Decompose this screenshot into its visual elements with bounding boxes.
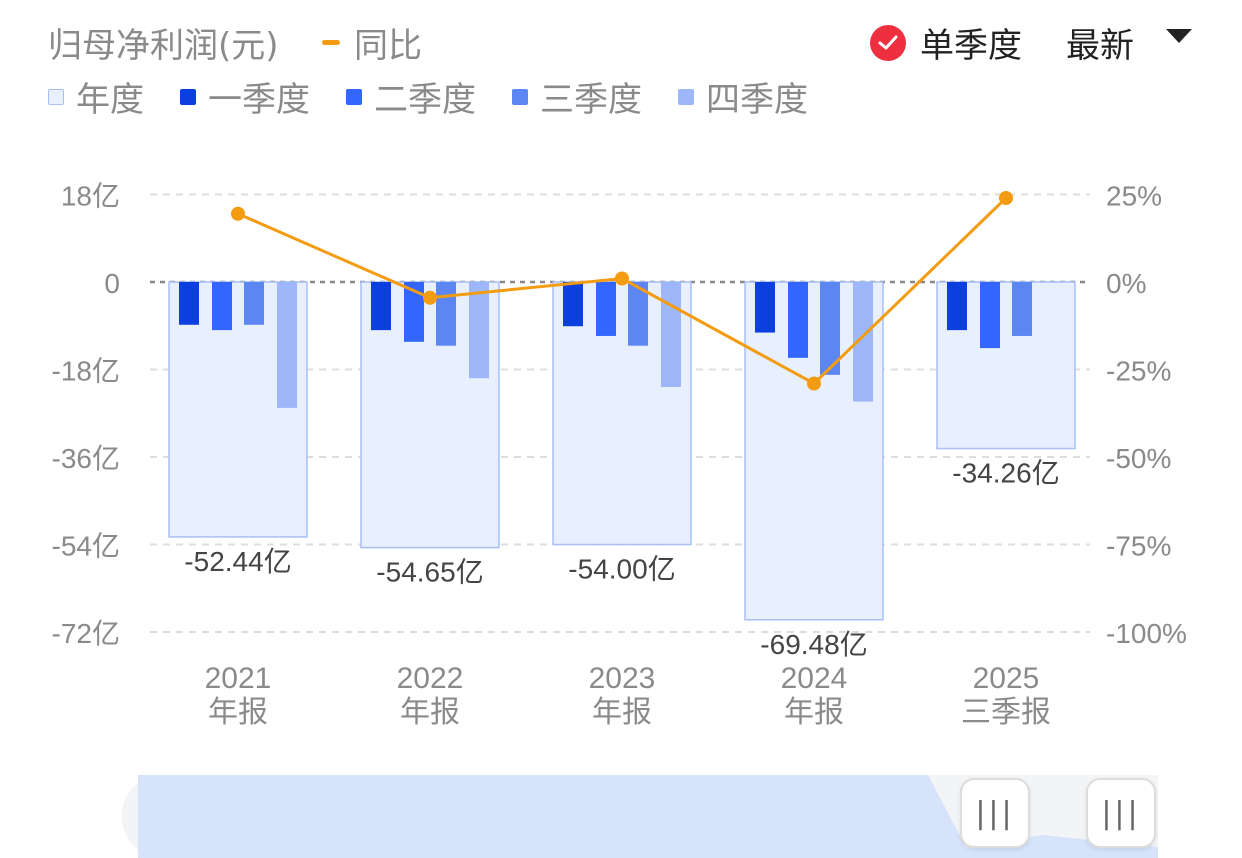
check-icon (870, 24, 906, 61)
y-left-tick-label: -18亿 (52, 356, 120, 387)
quarter-bar-q2 (212, 282, 232, 331)
quarter-bar-q1 (179, 282, 199, 325)
quarter-bar-q3 (1012, 282, 1032, 336)
legend-item-annual[interactable]: 年度 (48, 72, 144, 121)
legend-label: 三季度 (540, 80, 642, 120)
x-tick-period: 年报 (784, 695, 844, 730)
single-quarter-toggle[interactable]: 单季度 (870, 18, 1022, 67)
legend-swatch-q1 (180, 88, 196, 105)
quarter-bar-q3 (628, 282, 648, 346)
chart-title: 归母净利润(元) (48, 26, 279, 66)
y-right-tick-label: 25% (1106, 181, 1162, 212)
x-tick-year: 2021 (205, 662, 272, 695)
annual-value-label: -69.48亿 (760, 629, 867, 660)
quarter-bar-q1 (755, 282, 775, 333)
y-left-tick-label: -72亿 (52, 618, 120, 649)
yoy-point (231, 206, 245, 221)
yoy-point (807, 376, 821, 391)
legend-label: 一季度 (208, 80, 310, 120)
y-left-tick-label: -36亿 (52, 443, 120, 474)
annual-value-label: -34.26亿 (952, 458, 1059, 489)
y-left-tick-label: -54亿 (52, 531, 120, 562)
y-left-tick-label: 0 (104, 268, 120, 299)
legend-label: 年度 (76, 80, 144, 120)
legend-label: 四季度 (706, 80, 808, 120)
annual-value-label: -52.44亿 (184, 546, 291, 577)
period-dropdown[interactable]: 最新 (1066, 18, 1192, 67)
legend-label: 二季度 (374, 80, 476, 120)
legend-item-q3[interactable]: 三季度 (512, 72, 642, 121)
quarter-bar-q3 (820, 282, 840, 375)
legend-swatch-q4 (678, 88, 694, 105)
x-tick-period: 年报 (400, 695, 460, 730)
y-right-tick-label: -75% (1106, 531, 1171, 562)
annual-value-label: -54.65亿 (376, 557, 483, 588)
legend-item-q2[interactable]: 二季度 (346, 72, 476, 121)
quarter-bar-q3 (436, 282, 456, 346)
yoy-legend[interactable]: 同比 (322, 18, 422, 67)
yoy-point (615, 271, 629, 286)
y-right-tick-label: -50% (1106, 443, 1171, 474)
quarter-bar-q2 (596, 282, 616, 336)
x-tick-period: 年报 (592, 695, 652, 730)
quarter-bar-q2 (404, 282, 424, 342)
quarter-bar-q4 (661, 282, 681, 387)
yoy-point (999, 191, 1013, 205)
quarter-bar-q1 (563, 282, 583, 327)
yoy-legend-label: 同比 (354, 26, 422, 66)
x-tick-period: 三季报 (961, 695, 1051, 730)
net-profit-chart: 18亿 25% 0 0% -18亿 -25% -36亿 -50% -54亿 -75% -72亿 -10… (52, 181, 1187, 731)
annual-value-label: -54.00亿 (568, 554, 675, 585)
legend-swatch-annual (48, 88, 64, 105)
legend-item-q4[interactable]: 四季度 (678, 72, 808, 121)
legend-item-q1[interactable]: 一季度 (180, 72, 310, 121)
quarter-bar-q1 (947, 282, 967, 331)
quarter-bar-q2 (980, 282, 1000, 349)
legend-swatch-q2 (346, 88, 362, 105)
yoy-legend-marker (322, 40, 340, 45)
y-right-tick-label: 0% (1106, 268, 1146, 299)
quarter-bar-q1 (371, 282, 391, 331)
quarter-bar-q4 (469, 282, 489, 379)
scrollbar-handle-right[interactable]: ||| (1086, 778, 1156, 848)
x-tick-period: 年报 (208, 695, 268, 730)
quarter-bar-q2 (788, 282, 808, 358)
y-right-tick-label: -25% (1106, 356, 1171, 387)
x-tick-year: 2022 (397, 662, 464, 695)
single-quarter-label: 单季度 (920, 26, 1022, 66)
chevron-down-icon (1166, 28, 1192, 43)
scrollbar-handle-left[interactable]: ||| (960, 778, 1030, 848)
legend-swatch-q3 (512, 88, 528, 105)
yoy-point (423, 290, 437, 305)
legend: 年度 一季度 二季度 三季度 四季度 (48, 72, 844, 121)
quarter-bar-q4 (853, 282, 873, 402)
range-scrollbar[interactable]: ||| ||| (122, 775, 1158, 858)
x-tick-year: 2023 (589, 662, 656, 695)
period-dropdown-label: 最新 (1066, 26, 1134, 66)
x-tick-year: 2024 (781, 662, 848, 695)
y-left-tick-label: 18亿 (61, 181, 120, 212)
y-right-tick-label: -100% (1106, 618, 1187, 649)
x-tick-year: 2025 (973, 662, 1040, 695)
quarter-bar-q3 (244, 282, 264, 325)
quarter-bar-q4 (277, 282, 297, 408)
